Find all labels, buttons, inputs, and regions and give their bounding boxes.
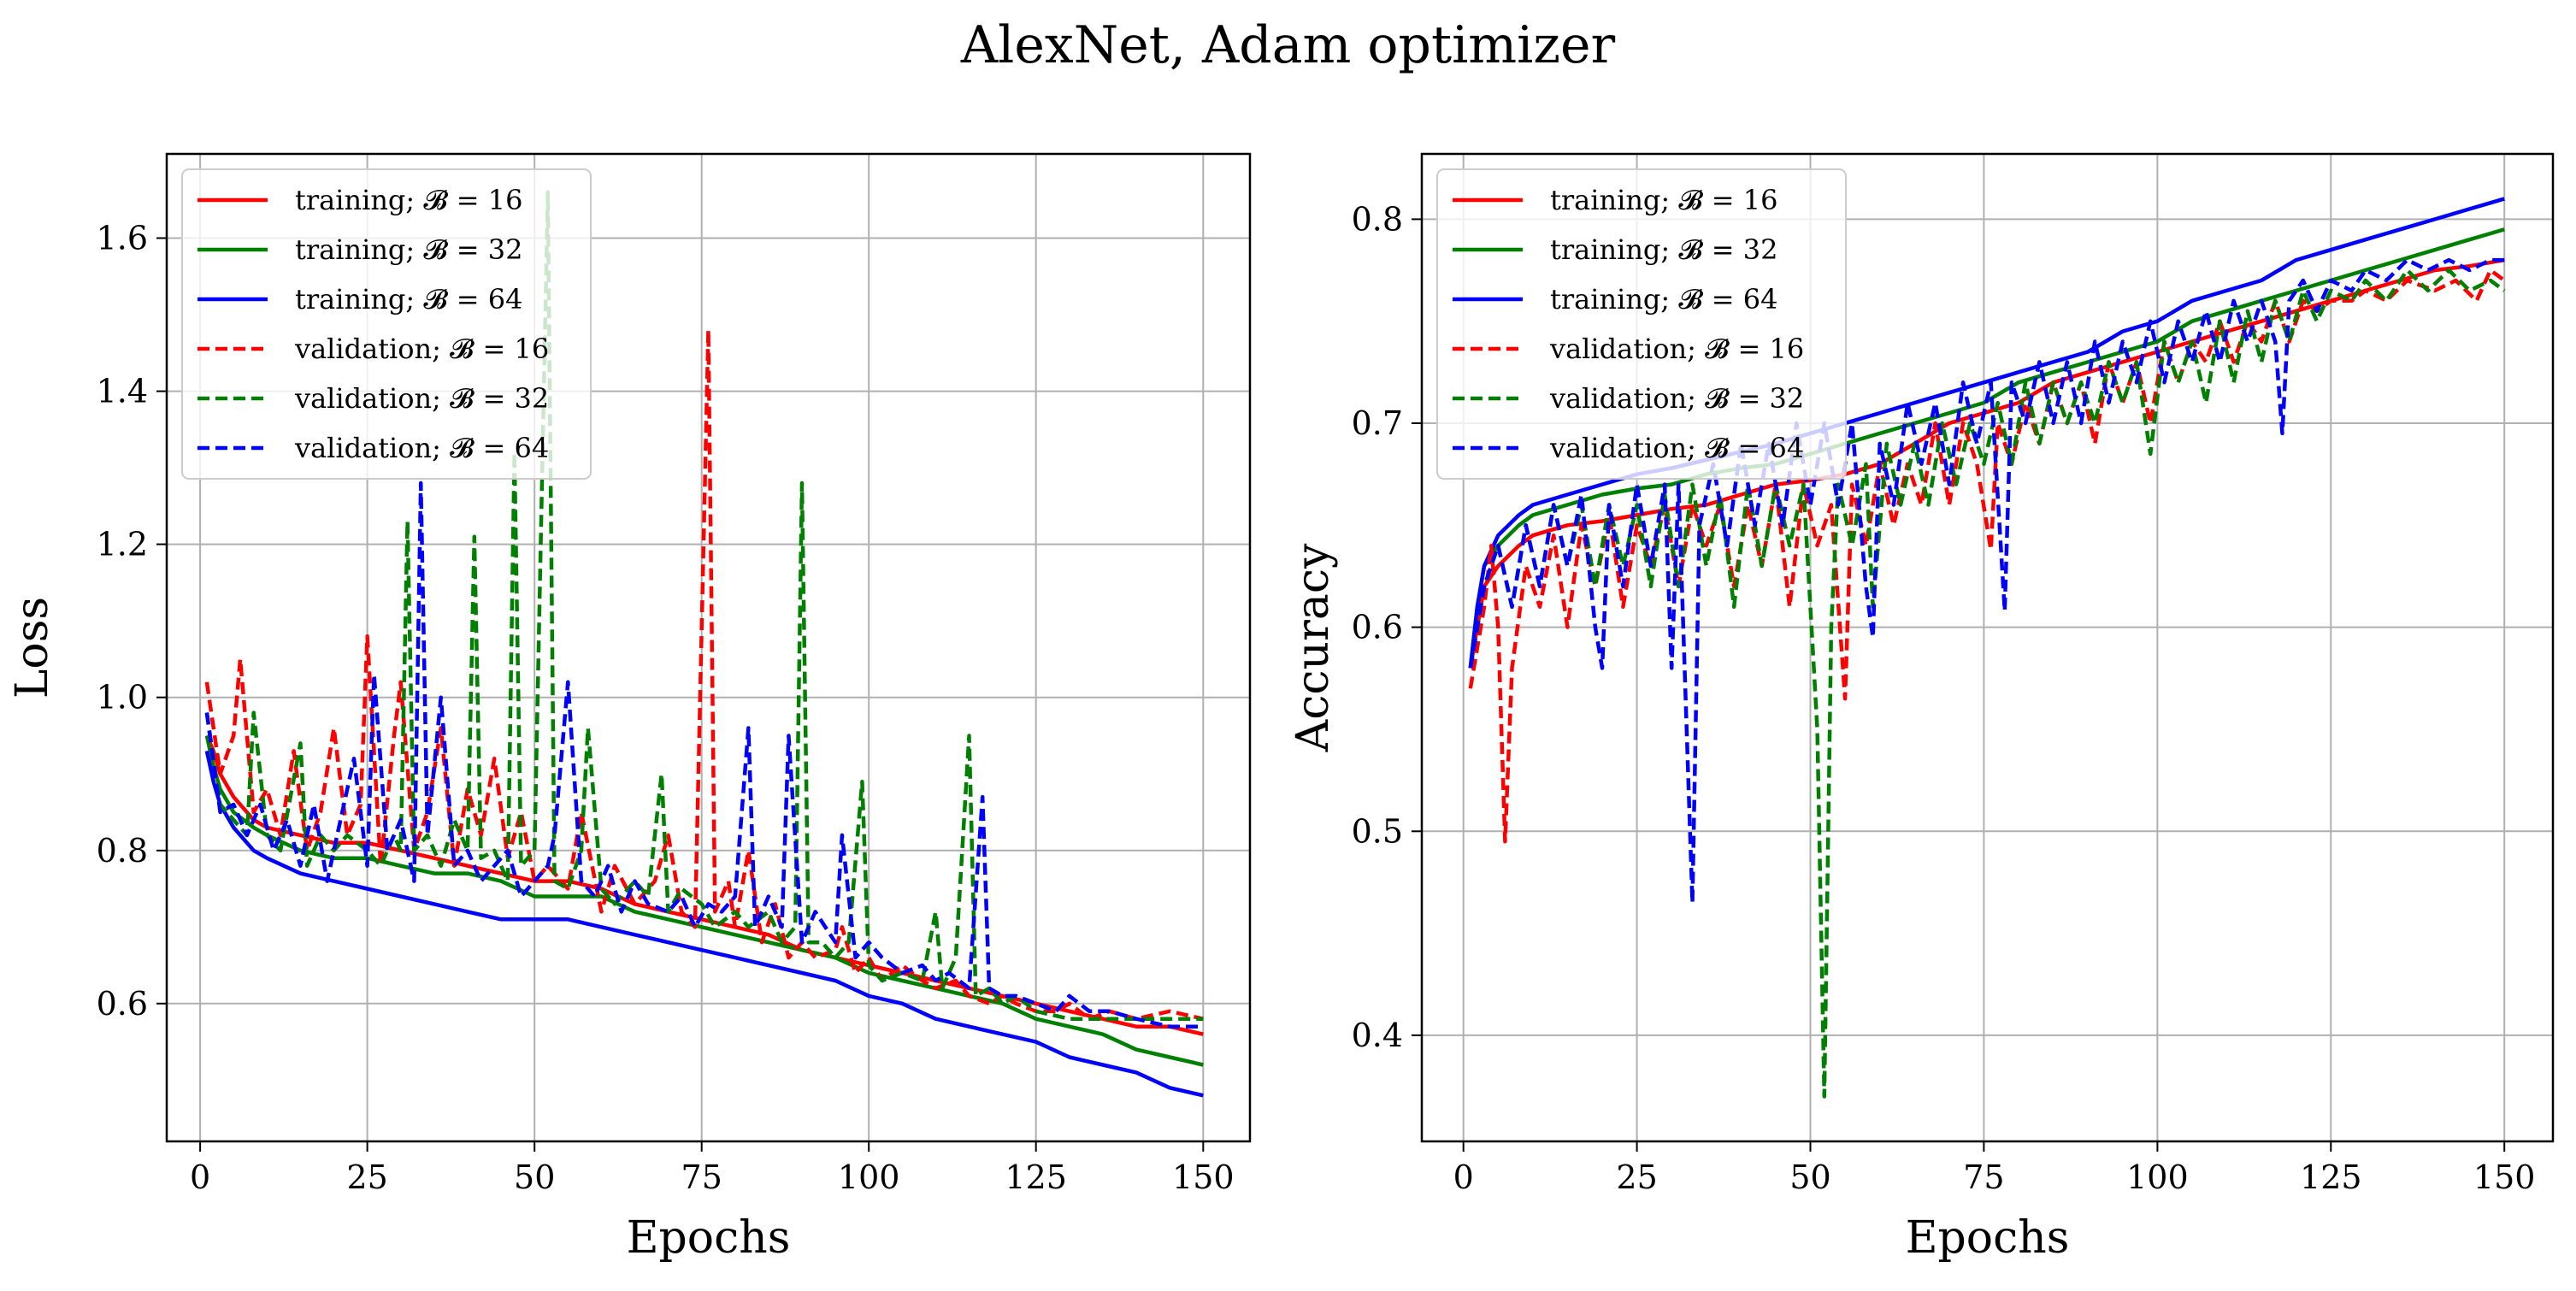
x-tick-label: 100 [838, 1158, 900, 1196]
y-tick-label: 0.6 [97, 985, 148, 1023]
y-tick-label: 1.4 [97, 373, 148, 410]
series-line-2 [204, 735, 1204, 1067]
legend-label: training; 𝓑 = 16 [295, 184, 522, 216]
x-tick-label: 25 [1616, 1158, 1657, 1196]
x-tick-label: 125 [1005, 1158, 1067, 1196]
legend-label: validation; 𝓑 = 64 [294, 432, 549, 464]
x-tick-label: 150 [1172, 1158, 1235, 1196]
legend-label: validation; 𝓑 = 32 [294, 382, 549, 415]
series-line-6 [204, 480, 1204, 1029]
y-axis-label: Loss [7, 597, 58, 699]
chart-panel-2: 0 25 50 75 100 125 150 0.4 0.5 0.6 0.7 0.8 Epochs Acc… [1288, 152, 2555, 1264]
chart-panel-1: 0 25 50 75 100 125 150 0.6 0.8 1.0 1.2 1.4 1.6 Epochs… [7, 152, 1252, 1264]
legend-label: validation; 𝓑 = 64 [1549, 432, 1804, 464]
legend-box [181, 168, 592, 480]
y-tick-label: 0.8 [97, 832, 148, 870]
x-tick-label: 150 [2473, 1158, 2536, 1196]
y-tick-label: 0.5 [1352, 812, 1403, 850]
x-tick-label: 50 [514, 1158, 555, 1196]
legend-label: training; 𝓑 = 32 [1550, 233, 1777, 266]
y-tick-label: 0.7 [1352, 404, 1403, 442]
y-tick-label: 0.6 [1352, 609, 1403, 646]
series-line-4 [204, 327, 1204, 1021]
figure-title: AlexNet, Adam optimizer [960, 15, 1616, 75]
legend-label: training; 𝓑 = 32 [295, 233, 522, 266]
series-line-6 [1468, 257, 2505, 905]
x-tick-label: 25 [346, 1158, 387, 1196]
legend-label: training; 𝓑 = 16 [1550, 184, 1777, 216]
x-tick-label: 50 [1789, 1158, 1830, 1196]
legend-label: validation; 𝓑 = 16 [294, 333, 549, 365]
x-tick-label: 125 [2300, 1158, 2362, 1196]
x-tick-label: 75 [1963, 1158, 2004, 1196]
y-axis-label: Accuracy [1288, 543, 1339, 752]
x-tick-label: 75 [681, 1158, 722, 1196]
legend-label: validation; 𝓑 = 16 [1549, 333, 1804, 365]
x-tick-label: 0 [190, 1158, 210, 1196]
series-line-3 [204, 750, 1204, 1098]
series-group [1468, 197, 2506, 1099]
series-line-3 [1468, 197, 2505, 669]
x-tick-label: 0 [1453, 1158, 1474, 1196]
y-tick-label: 0.8 [1352, 200, 1403, 238]
y-tick-label: 1.6 [97, 220, 148, 257]
legend-box [1436, 168, 1847, 480]
x-axis-label: Epochs [1906, 1212, 2070, 1264]
x-tick-label: 100 [2126, 1158, 2189, 1196]
legend-label: validation; 𝓑 = 32 [1549, 382, 1804, 415]
x-axis-label: Epochs [627, 1212, 791, 1264]
y-tick-label: 1.2 [97, 526, 148, 563]
legend-label: training; 𝓑 = 64 [295, 283, 522, 315]
series-line-1 [1468, 257, 2505, 669]
legend-label: training; 𝓑 = 64 [1550, 283, 1777, 315]
series-group [204, 190, 1204, 1098]
y-tick-label: 1.0 [97, 679, 148, 716]
axes-frame [165, 152, 1252, 1143]
y-tick-label: 0.4 [1352, 1017, 1403, 1054]
series-line-2 [1468, 227, 2505, 669]
axes-frame [1420, 152, 2555, 1143]
